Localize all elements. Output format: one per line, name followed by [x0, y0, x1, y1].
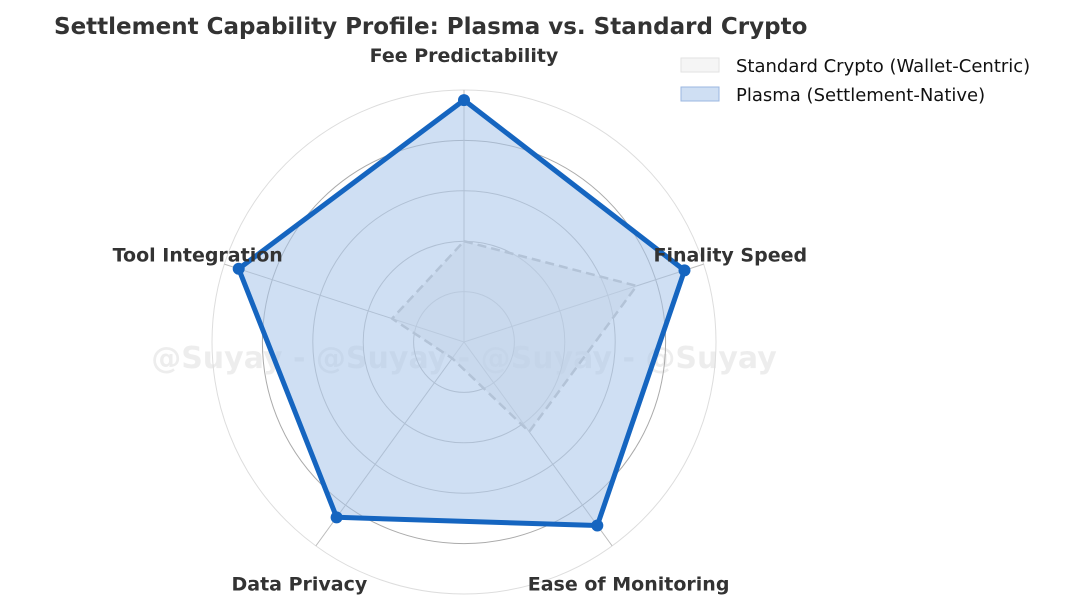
legend: Standard Crypto (Wallet-Centric) Plasma (… — [680, 56, 1030, 106]
series-area — [238, 100, 685, 526]
data-point — [232, 262, 245, 275]
data-point — [591, 519, 604, 532]
legend-swatch — [680, 86, 720, 102]
axis-label: Fee Predictability — [370, 45, 559, 67]
radar-series — [232, 94, 691, 532]
axis-labels: Fee Predictability Finality Speed Ease of … — [113, 45, 808, 596]
legend-label: Standard Crypto (Wallet-Centric) — [736, 56, 1030, 77]
data-point — [330, 511, 343, 524]
axis-label: Tool Integration — [113, 245, 283, 267]
axis-label: Ease of Monitoring — [528, 574, 730, 596]
legend-label: Plasma (Settlement-Native) — [736, 85, 985, 106]
data-point — [678, 264, 691, 277]
series-line — [236, 97, 687, 528]
data-point — [458, 94, 470, 107]
axis-label: Data Privacy — [232, 574, 368, 596]
legend-swatch — [680, 57, 720, 73]
chart-title: Settlement Capability Profile: Plasma vs… — [54, 14, 807, 40]
axis-label: Finality Speed — [653, 245, 807, 267]
